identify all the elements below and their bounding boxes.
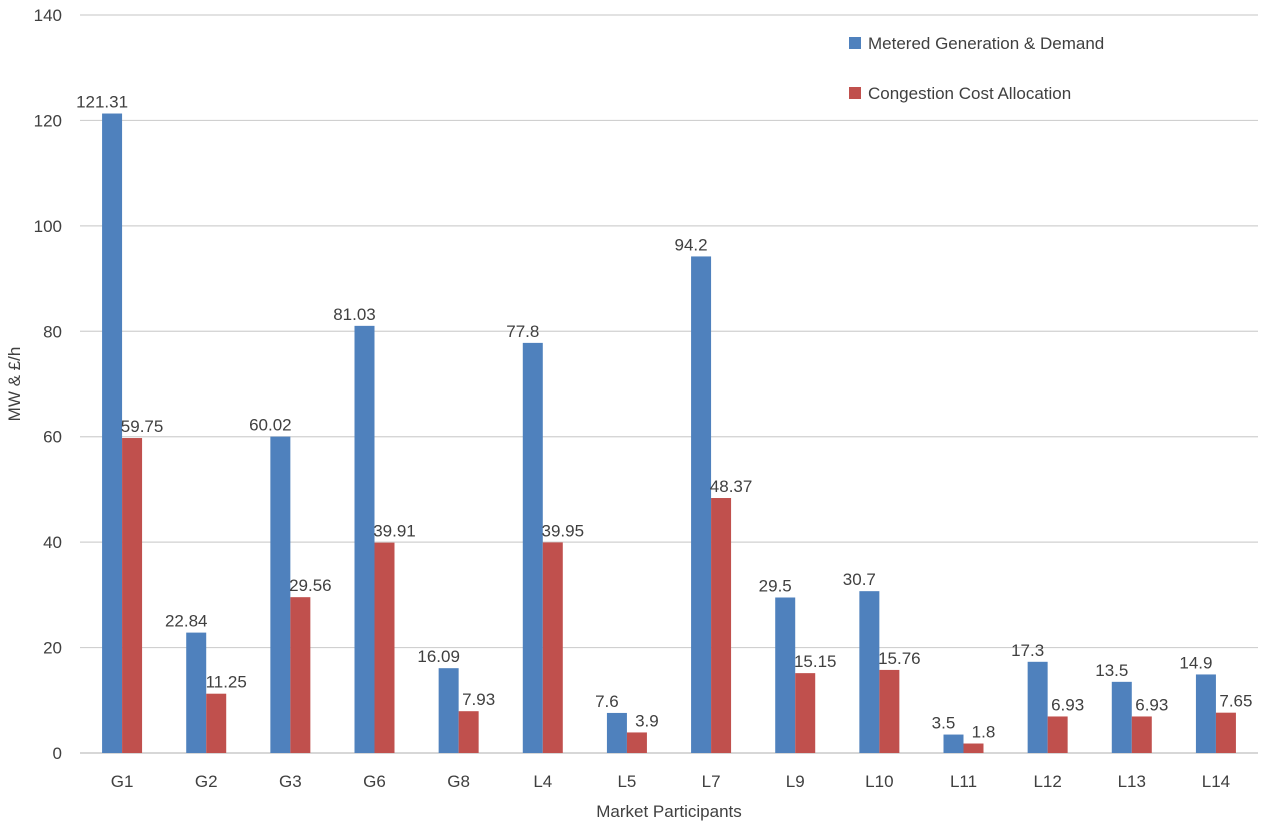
data-label: 59.75: [121, 417, 164, 436]
data-label: 1.8: [972, 723, 996, 742]
legend-swatch: [849, 37, 861, 49]
bar-congestion-l9: [795, 673, 816, 753]
data-label: 7.93: [462, 690, 495, 709]
bar-congestion-l11: [963, 743, 984, 753]
y-tick-label: 80: [43, 322, 62, 341]
y-tick-label: 40: [43, 533, 62, 552]
data-label: 22.84: [165, 612, 208, 631]
data-label: 6.93: [1135, 695, 1168, 714]
bar-congestion-g6: [374, 542, 395, 753]
bar-metered-l4: [522, 342, 543, 753]
data-label: 3.5: [932, 714, 956, 733]
x-category-label: L7: [702, 772, 721, 791]
data-label: 14.9: [1179, 653, 1212, 672]
y-tick-label: 0: [53, 744, 62, 763]
data-label: 11.25: [206, 673, 247, 692]
bar-metered-l11: [943, 734, 964, 753]
data-label: 16.09: [417, 647, 460, 666]
x-category-label: G8: [447, 772, 470, 791]
y-tick-label: 140: [34, 6, 62, 25]
y-tick-label: 120: [34, 111, 62, 130]
x-category-label: L14: [1202, 772, 1230, 791]
x-category-label: G3: [279, 772, 302, 791]
data-label: 29.5: [759, 576, 792, 595]
y-tick-label: 100: [34, 217, 62, 236]
y-tick-label: 20: [43, 639, 62, 658]
data-label: 15.76: [878, 649, 921, 668]
data-label: 77.8: [506, 322, 539, 341]
bar-metered-g2: [186, 632, 207, 753]
data-label: 17.3: [1011, 641, 1044, 660]
x-category-label: L12: [1033, 772, 1061, 791]
data-label: 94.2: [675, 235, 708, 254]
data-label: 6.93: [1051, 695, 1084, 714]
data-labels: 121.31 59.75 22.84 11.25 60.02 29.56 81.03 39.9…: [76, 93, 1252, 742]
data-label: 13.5: [1095, 661, 1128, 680]
bars: [102, 113, 1236, 753]
gridlines: [80, 14, 1258, 754]
data-label: 29.56: [289, 576, 332, 595]
bar-congestion-l12: [1047, 716, 1068, 753]
bar-metered-g6: [354, 325, 375, 753]
bar-congestion-l5: [626, 732, 647, 753]
bar-congestion-g3: [290, 597, 311, 753]
bar-congestion-l13: [1131, 716, 1152, 753]
bar-metered-g3: [270, 436, 291, 753]
x-category-label: L10: [865, 772, 893, 791]
bar-metered-l5: [606, 712, 627, 753]
data-label: 15.15: [794, 652, 837, 671]
y-axis-title: MW & £/h: [5, 347, 24, 422]
data-label: 7.6: [595, 692, 619, 711]
bar-congestion-g8: [458, 711, 479, 753]
data-label: 7.65: [1219, 692, 1252, 711]
data-label: 3.9: [635, 711, 659, 730]
bar-congestion-l4: [542, 542, 563, 753]
x-category-label: G1: [111, 772, 134, 791]
bar-metered-l14: [1195, 674, 1216, 753]
x-category-label: L4: [533, 772, 552, 791]
y-tick-label: 60: [43, 428, 62, 447]
data-label: 48.37: [710, 477, 753, 496]
legend-label: Congestion Cost Allocation: [868, 84, 1071, 103]
data-label: 60.02: [249, 416, 292, 435]
bar-congestion-g2: [206, 693, 227, 753]
x-category-label: L11: [950, 772, 977, 791]
x-category-label: L13: [1118, 772, 1146, 791]
x-category-label: G6: [363, 772, 386, 791]
data-label: 81.03: [333, 305, 376, 324]
bar-metered-l13: [1111, 681, 1132, 753]
bar-congestion-l7: [711, 498, 732, 753]
x-axis-title: Market Participants: [596, 802, 742, 821]
bar-metered-g8: [438, 668, 459, 753]
bar-metered-l9: [775, 597, 796, 753]
bar-metered-l12: [1027, 661, 1048, 753]
bar-metered-g1: [102, 113, 123, 753]
bar-congestion-g1: [122, 438, 143, 753]
legend: Metered Generation & Demand Congestion Co…: [849, 34, 1104, 103]
x-category-label: L9: [786, 772, 805, 791]
x-category-label: L5: [617, 772, 636, 791]
legend-swatch: [849, 87, 861, 99]
data-label: 39.91: [373, 522, 416, 541]
data-label: 39.95: [542, 521, 585, 540]
y-axis-ticks: 0 20 40 60 80 100 120 140: [34, 6, 62, 763]
data-label: 30.7: [843, 570, 876, 589]
bar-congestion-l10: [879, 669, 900, 753]
bar-metered-l7: [691, 256, 712, 753]
x-category-label: G2: [195, 772, 218, 791]
data-label: 121.31: [76, 93, 128, 112]
bar-congestion-l14: [1215, 712, 1236, 753]
bar-metered-l10: [859, 591, 880, 753]
legend-label: Metered Generation & Demand: [868, 34, 1104, 53]
x-axis-categories: G1 G2 G3 G6 G8 L4 L5 L7 L9 L10 L11 L12 L13 L14: [111, 772, 1230, 791]
